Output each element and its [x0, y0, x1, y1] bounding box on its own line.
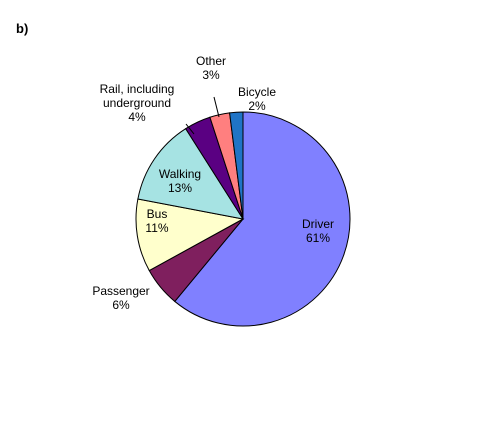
slice-label-percent: 2%	[248, 99, 266, 113]
slice-label-name: Rail, including	[100, 82, 175, 96]
slice-label-bicycle: Bicycle 2%	[238, 85, 276, 113]
slice-label-name: Passenger	[92, 284, 149, 298]
slice-label-percent: 6%	[112, 298, 130, 312]
pie-slice-bus	[135, 198, 245, 272]
slice-label-name: Bicycle	[238, 85, 276, 99]
leader-line-rail-including-underground	[185, 123, 195, 135]
slice-label-other: Other 3%	[196, 54, 226, 82]
slice-label-name: underground	[103, 96, 171, 110]
slice-label-percent: 13%	[168, 181, 192, 195]
panel-label: b)	[16, 21, 29, 36]
slice-label-passenger: Passenger 6%	[92, 284, 149, 312]
slice-label-percent: 4%	[128, 110, 146, 124]
pie-slice-bicycle	[229, 111, 244, 220]
slice-label-rail-including-underground: Rail, including underground 4%	[100, 82, 175, 124]
pie-slice-walking	[137, 127, 245, 220]
slice-label-percent: 11%	[145, 221, 168, 235]
pie-slice-driver	[174, 111, 351, 327]
slice-label-driver: Driver 61%	[302, 217, 334, 245]
slice-label-name: Walking	[159, 167, 201, 181]
leader-line-other	[213, 96, 220, 118]
slice-label-percent: 61%	[306, 231, 330, 245]
slice-label-bus: Bus 11%	[145, 207, 168, 235]
slice-label-walking: Walking 13%	[159, 167, 201, 195]
slice-label-name: Bus	[147, 207, 168, 221]
slice-label-percent: 3%	[202, 68, 220, 82]
slice-label-name: Driver	[302, 217, 334, 231]
slice-label-name: Other	[196, 54, 226, 68]
